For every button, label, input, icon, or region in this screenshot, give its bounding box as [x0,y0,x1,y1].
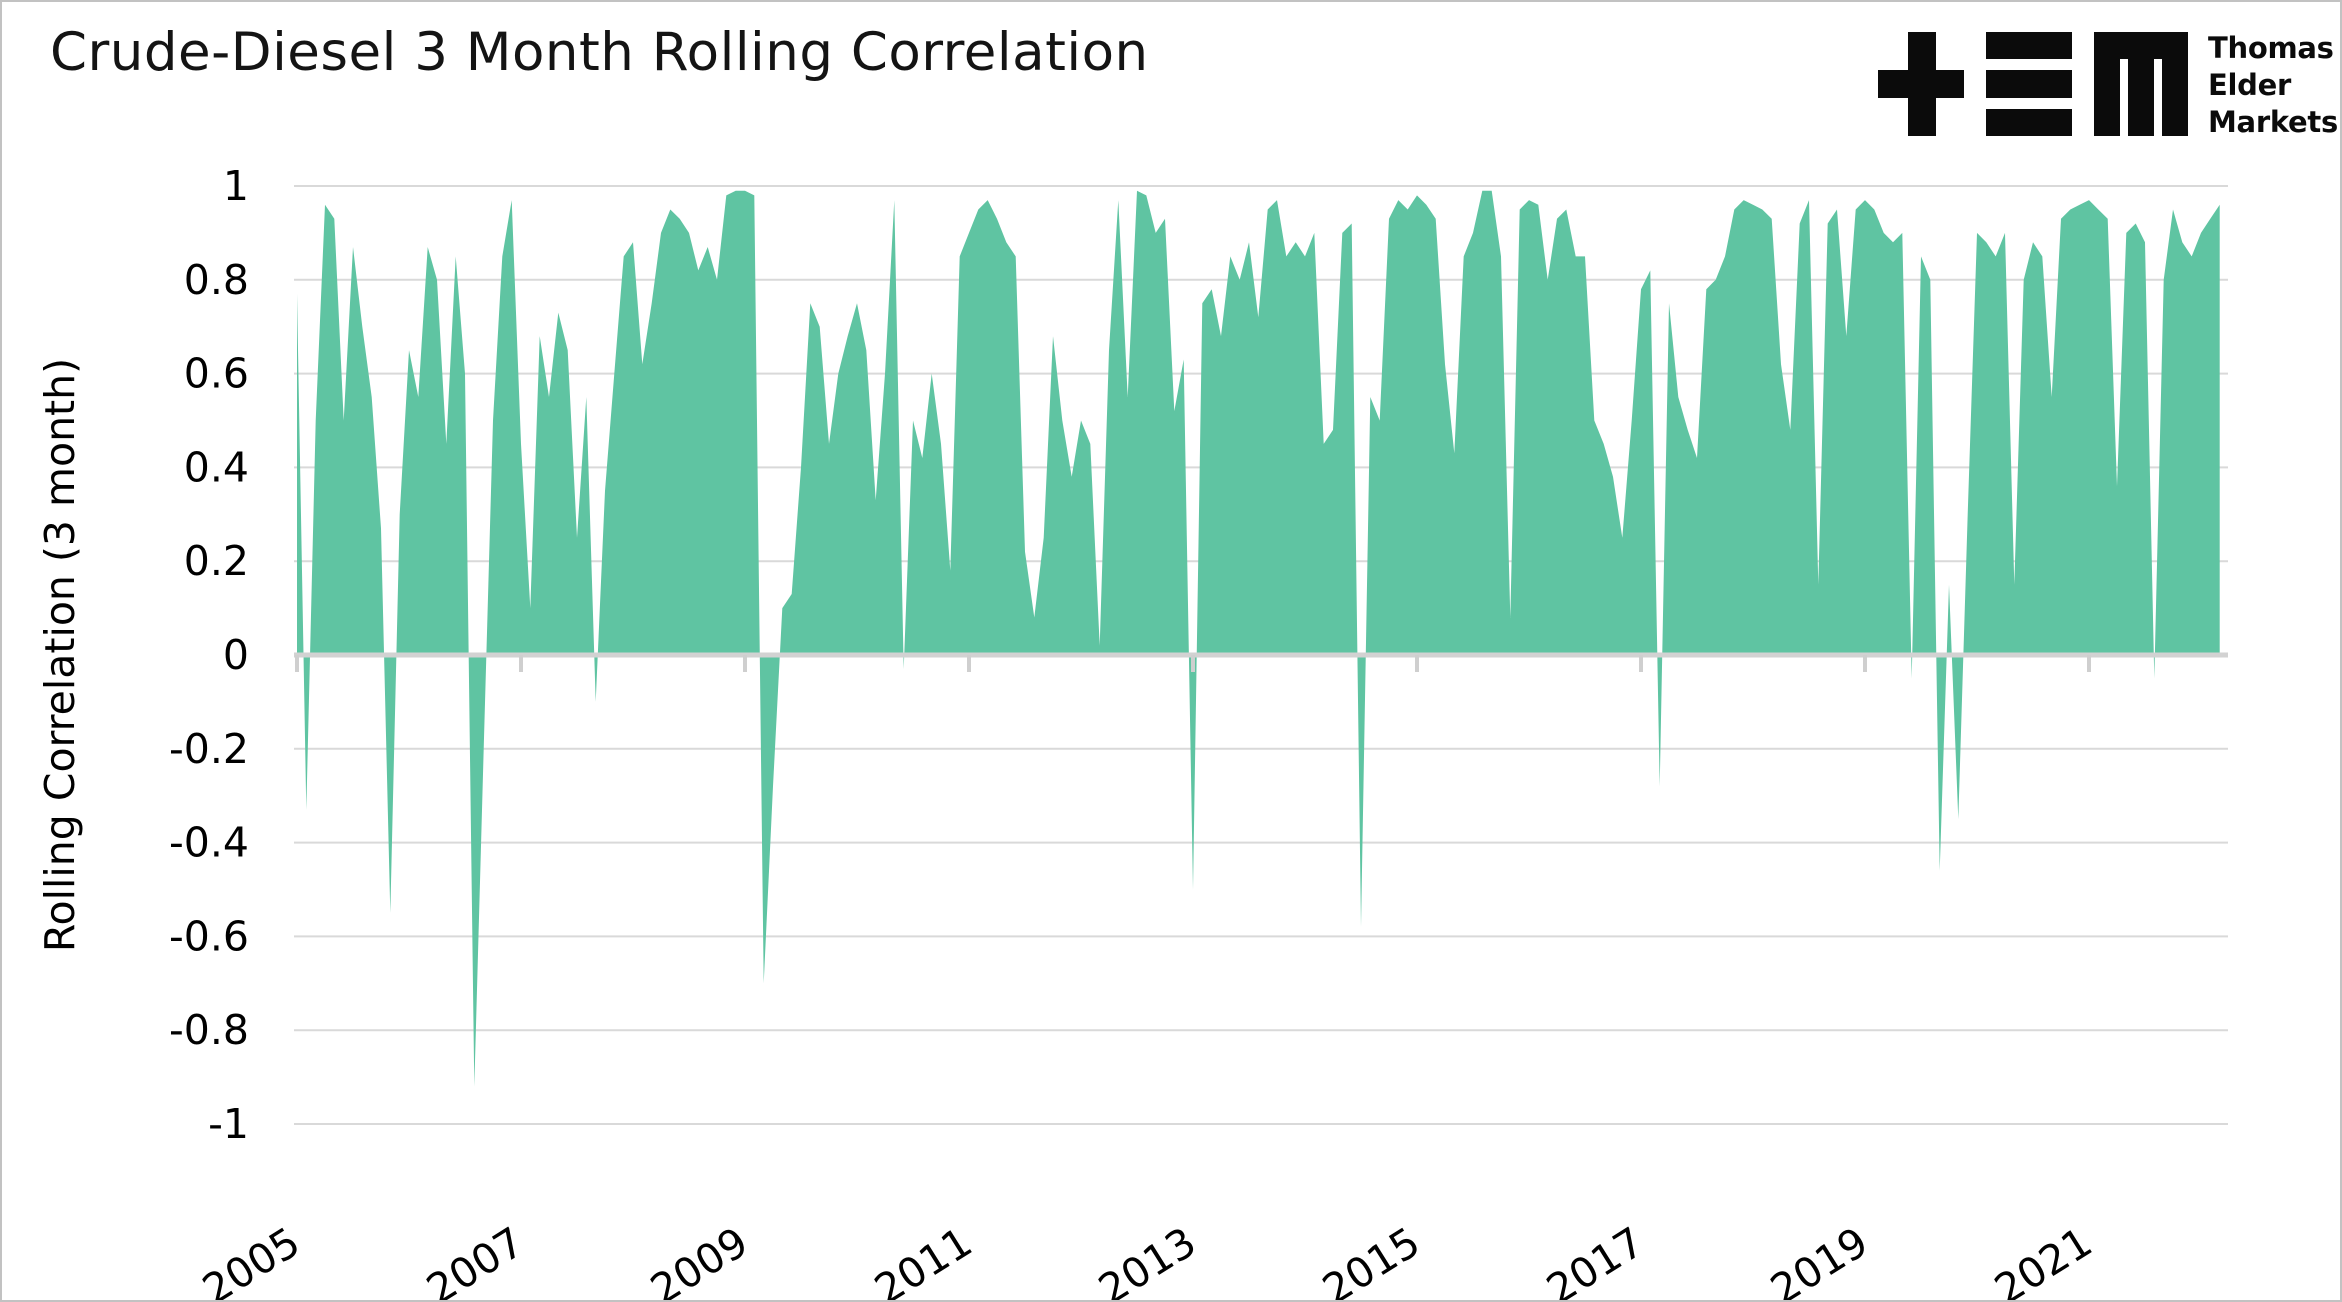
y-axis-tick-label: 0.6 [184,350,249,398]
y-axis-tick-label: 1 [223,162,249,210]
x-axis-tick-label: 2013 [1090,1218,1204,1302]
x-axis-tick-label: 2011 [866,1218,980,1302]
block-m-icon [2094,52,2120,136]
plus-icon [1878,70,1964,98]
triple-bar-icon [1986,70,2072,98]
triple-bar-icon [1986,109,2072,136]
block-m-icon [2162,52,2188,136]
y-axis-tick-label: 0.4 [184,443,249,491]
x-axis-tick-label: 2009 [642,1218,756,1302]
x-axis-tick-label: 2005 [194,1218,308,1302]
chart-title: Crude-Diesel 3 Month Rolling Correlation [50,22,1149,83]
block-m-icon [2128,52,2154,136]
x-axis-tick-label: 2017 [1538,1218,1652,1302]
x-axis-tick-label: 2015 [1314,1218,1428,1302]
y-axis-tick-label: 0 [223,631,249,679]
y-axis-tick-label: -0.4 [169,819,249,867]
x-axis-tick-label: 2021 [1986,1218,2100,1302]
y-axis-tick-label: -0.6 [169,912,249,960]
logo-line: Thomas [2208,31,2334,65]
y-axis-title: Rolling Correlation (3 month) [36,358,84,952]
tem-logo: Thomas Elder Markets [1878,31,2338,144]
y-axis-tick-label: 0.2 [184,537,249,585]
y-axis-tick-label: -0.8 [169,1006,249,1054]
logo-line: Markets [2208,105,2338,139]
y-axis-tick-label: 0.8 [184,256,249,304]
tem-logo-mark [1878,32,2188,138]
y-axis-tick-label: -1 [208,1100,249,1148]
x-axis-tick-label: 2019 [1762,1218,1876,1302]
y-axis-tick-label: -0.2 [169,725,249,773]
x-axis-tick-label: 2007 [418,1218,532,1302]
logo-line: Elder [2208,68,2291,102]
tem-logo-text: Thomas Elder Markets [2208,30,2338,141]
triple-bar-icon [1986,32,2072,59]
